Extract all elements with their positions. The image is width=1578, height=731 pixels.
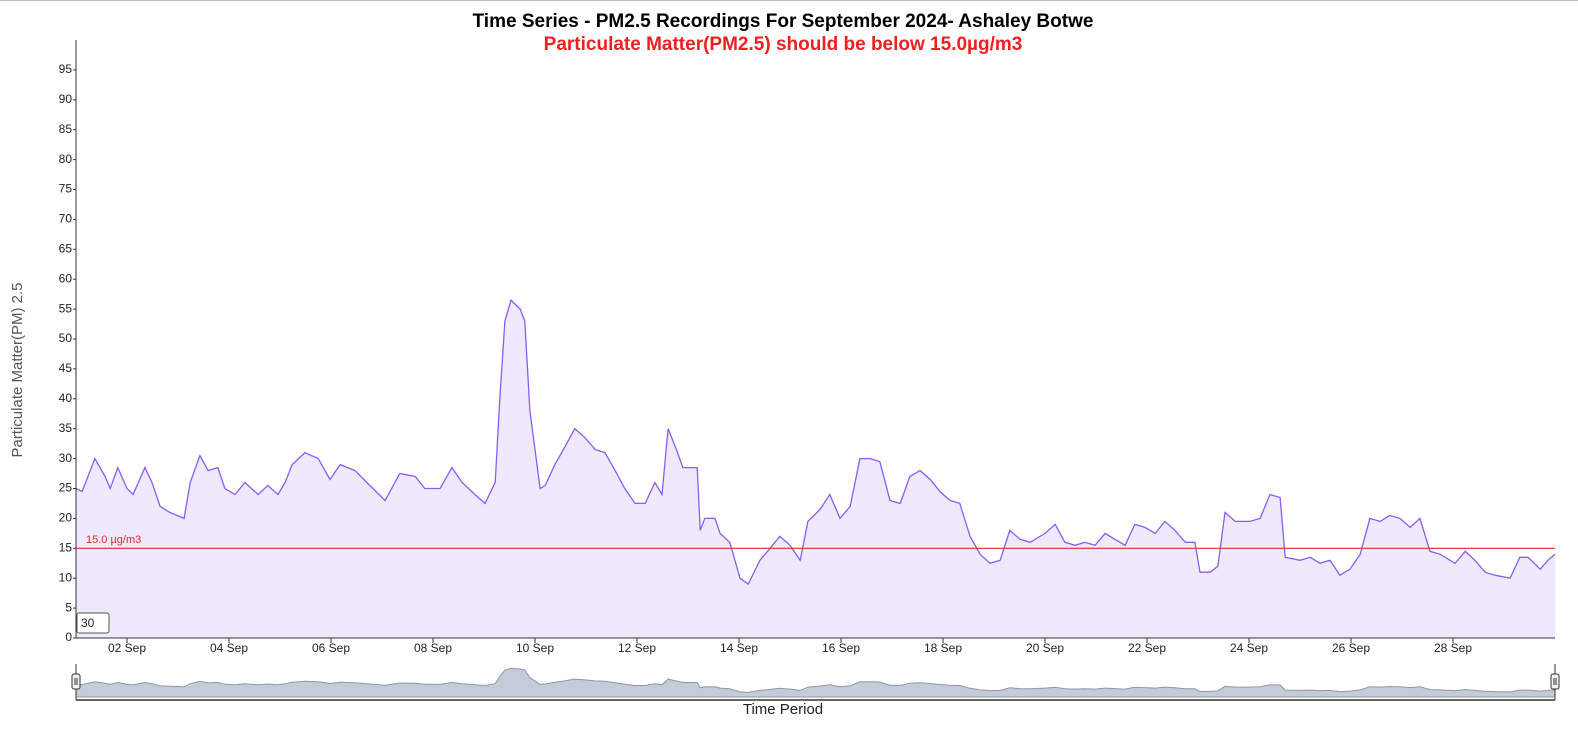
y-tick-label: 25 [59, 481, 73, 495]
x-tick-label: 16 Sep [822, 641, 860, 655]
navigator-handle[interactable] [1550, 673, 1560, 690]
x-tick-label: 10 Sep [516, 641, 554, 655]
range-input-value: 30 [81, 616, 95, 630]
y-tick-label: 90 [59, 92, 73, 106]
y-tick-label: 15 [59, 540, 73, 554]
x-axis-label: Time Period [743, 701, 823, 718]
x-tick-label: 26 Sep [1332, 641, 1370, 655]
x-tick-label: 12 Sep [618, 641, 656, 655]
y-tick-label: 20 [59, 511, 73, 525]
y-tick-label: 80 [59, 152, 73, 166]
area [76, 300, 1555, 638]
y-tick-label: 40 [59, 391, 73, 405]
x-tick-label: 18 Sep [924, 641, 962, 655]
y-tick-label: 5 [65, 600, 72, 614]
range-input[interactable] [76, 612, 110, 634]
navigator-handle[interactable] [71, 673, 81, 690]
line [75, 298, 1556, 586]
y-tick-label: 65 [59, 241, 73, 255]
chart-title: Time Series - PM2.5 Recordings For Septe… [473, 11, 1094, 32]
navigator-area [75, 667, 1556, 698]
x-tick-label: 02 Sep [108, 641, 146, 655]
chart-subtitle: Particulate Matter(PM2.5) should be belo… [544, 34, 1023, 55]
x-tick-label: 04 Sep [210, 641, 248, 655]
x-tick-label: 14 Sep [720, 641, 758, 655]
x-tick-label: 24 Sep [1230, 641, 1268, 655]
threshold-label: 15.0 µg/m3 [86, 534, 141, 546]
y-tick-label: 10 [59, 570, 73, 584]
y-tick-label: 0 [65, 630, 72, 644]
x-tick-label: 20 Sep [1026, 641, 1064, 655]
y-tick-label: 50 [59, 331, 73, 345]
y-tick-label: 45 [59, 361, 73, 375]
y-axis-label: Particulate Matter(PM) 2.5 [9, 282, 26, 457]
x-tick-label: 28 Sep [1434, 641, 1472, 655]
y-tick-label: 95 [59, 62, 73, 76]
x-tick-label: 08 Sep [414, 641, 452, 655]
y-tick-label: 85 [59, 122, 73, 136]
y-tick-label: 30 [59, 451, 73, 465]
x-tick-label: 22 Sep [1128, 641, 1166, 655]
x-tick-label: 06 Sep [312, 641, 350, 655]
y-tick-label: 55 [59, 301, 73, 315]
y-tick-label: 35 [59, 421, 73, 435]
y-tick-label: 60 [59, 271, 73, 285]
y-tick-label: 70 [59, 212, 73, 226]
y-tick-label: 75 [59, 182, 73, 196]
